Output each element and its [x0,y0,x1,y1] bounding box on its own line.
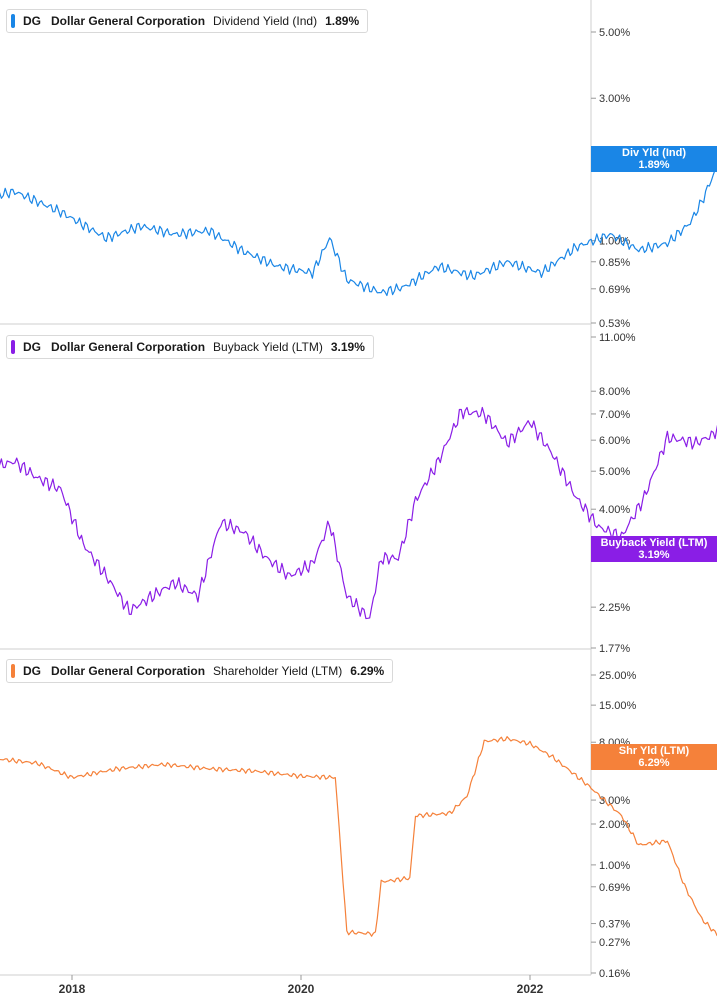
legend-dividend-yield[interactable]: DG Dollar General Corporation Dividend Y… [6,9,369,33]
legend-ticker: DG [23,14,41,28]
legend-company: Dollar General Corporation [51,664,206,678]
value-tag-dividend-yield: Div Yld (Ind) 1.89% [591,146,717,172]
y-tick-label: 2.25% [599,602,630,614]
legend-color-swatch [11,14,15,28]
series-line-1 [0,164,717,297]
value-tag-shareholder-yield: Shr Yld (LTM) 6.29% [591,744,717,770]
legend-metric: Shareholder Yield (LTM) [213,664,343,678]
x-tick-label: 2018 [59,982,86,996]
tag-value: 6.29% [638,757,670,769]
x-tick-label: 2022 [517,982,544,996]
series-line-2 [0,406,717,620]
tag-value: 1.89% [638,159,670,171]
y-tick-label: 0.53% [599,318,630,330]
legend-color-swatch [11,340,15,354]
y-tick-label: 1.00% [599,860,630,872]
legend-shareholder-yield[interactable]: DG Dollar General Corporation Shareholde… [6,659,394,683]
y-tick-label: 2.00% [599,819,630,831]
legend-metric: Buyback Yield (LTM) [213,340,323,354]
y-tick-label: 4.00% [599,504,630,516]
legend-company: Dollar General Corporation [51,14,206,28]
tag-label: Buyback Yield (LTM) [600,537,708,549]
y-tick-label: 0.69% [599,882,630,894]
legend-color-swatch [11,664,15,678]
legend-buyback-yield[interactable]: DG Dollar General Corporation Buyback Yi… [6,335,374,359]
series-line-3 [0,736,717,937]
y-tick-label: 3.00% [599,93,630,105]
y-tick-label: 5.00% [599,27,630,39]
legend-company: Dollar General Corporation [51,340,206,354]
y-tick-label: 0.85% [599,257,630,269]
y-tick-label: 25.00% [599,670,637,682]
tag-value: 3.19% [638,549,670,561]
y-tick-label: 15.00% [599,700,637,712]
y-tick-label: 8.00% [599,386,630,398]
y-tick-label: 3.00% [599,795,630,807]
legend-value: 6.29% [350,664,385,678]
y-tick-label: 11.00% [599,332,636,344]
y-tick-label: 0.37% [599,919,630,931]
tag-label: Div Yld (Ind) [622,147,686,159]
value-tag-buyback-yield: Buyback Yield (LTM) 3.19% [591,536,717,562]
y-tick-label: 1.77% [599,643,630,655]
legend-metric: Dividend Yield (Ind) [213,14,318,28]
legend-ticker: DG [23,340,41,354]
y-tick-label: 5.00% [599,466,630,478]
tag-label: Shr Yld (LTM) [618,745,690,757]
y-tick-label: 0.27% [599,937,630,949]
legend-value: 1.89% [325,14,360,28]
y-tick-label: 6.00% [599,435,630,447]
y-tick-label: 7.00% [599,409,630,421]
legend-value: 3.19% [330,340,365,354]
legend-ticker: DG [23,664,41,678]
x-tick-label: 2020 [288,982,315,996]
y-tick-label: 0.69% [599,284,630,296]
y-tick-label: 0.16% [599,968,630,980]
